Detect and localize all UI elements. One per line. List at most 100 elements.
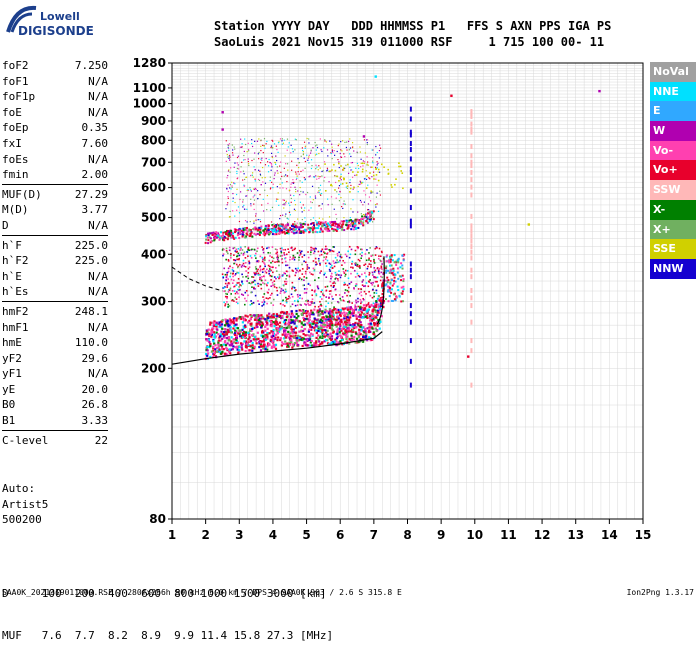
echo-point: [284, 332, 287, 335]
echo-point: [322, 316, 325, 319]
echo-point: [229, 216, 231, 218]
echo-point: [332, 342, 335, 345]
echo-point: [298, 249, 301, 252]
echo-point: [228, 319, 231, 323]
echo-point: [333, 150, 335, 152]
vertical-echo-mark: [409, 129, 412, 135]
echo-point: [281, 316, 284, 319]
echo-point: [304, 344, 307, 347]
echo-point: [254, 288, 256, 290]
echo-point: [222, 348, 225, 351]
echo-point: [340, 299, 342, 302]
echo-point: [380, 299, 383, 302]
echo-point: [251, 341, 254, 345]
echo-point: [290, 186, 292, 188]
echo-point: [381, 283, 384, 286]
echo-point: [240, 284, 242, 287]
echo-point: [222, 253, 225, 255]
echo-point: [378, 327, 381, 330]
echo-point: [226, 238, 229, 241]
echo-point: [248, 336, 251, 339]
echo-point: [291, 346, 294, 349]
echo-point: [365, 220, 368, 223]
echo-point: [309, 303, 312, 306]
echo-point: [234, 231, 237, 234]
echo-point: [320, 303, 322, 306]
echo-point: [230, 348, 233, 351]
echo-point: [241, 282, 244, 285]
echo-point: [357, 340, 360, 343]
echo-point: [317, 227, 320, 230]
echo-point: [219, 339, 222, 342]
echo-point: [262, 233, 265, 236]
echo-point: [220, 235, 223, 238]
echo-point: [308, 231, 311, 234]
echo-point: [285, 188, 288, 190]
param-value: 22: [94, 433, 108, 447]
echo-point: [226, 348, 229, 352]
echo-point: [329, 249, 332, 251]
echo-point: [400, 286, 403, 289]
echo-point: [284, 283, 287, 285]
echo-point: [294, 334, 297, 337]
echo-point: [303, 260, 305, 263]
echo-point: [324, 323, 327, 327]
echo-point: [277, 172, 279, 174]
echo-point: [308, 312, 311, 316]
echo-point: [314, 329, 318, 332]
x-tick-label: 4: [269, 528, 277, 542]
echo-point: [222, 247, 224, 250]
echo-point: [213, 320, 216, 323]
echo-point: [356, 263, 359, 266]
echo-point: [348, 321, 351, 325]
echo-point: [330, 152, 333, 155]
echo-point: [270, 302, 272, 304]
echo-point: [225, 140, 227, 142]
x-tick-label: 12: [534, 528, 551, 542]
echo-point: [356, 162, 359, 165]
echo-point: [399, 266, 402, 269]
echo-point: [339, 319, 343, 322]
echo-point: [401, 292, 404, 295]
echo-point: [238, 345, 241, 349]
echo-point: [213, 236, 216, 239]
echo-point: [373, 333, 376, 336]
echo-point: [371, 296, 374, 299]
param-value: 27.29: [74, 187, 108, 201]
echo-point: [376, 267, 379, 269]
echo-point: [358, 222, 361, 225]
echo-point: [271, 292, 273, 295]
vertical-echo-mark: [470, 228, 473, 234]
echo-point: [277, 198, 279, 200]
echo-point: [346, 255, 348, 258]
param-name: B1: [2, 414, 16, 428]
echo-point: [212, 338, 215, 342]
echo-point: [336, 254, 339, 257]
echo-point: [229, 159, 231, 161]
vertical-echo-mark: [409, 166, 412, 172]
echo-point: [265, 143, 267, 145]
vertical-echo-mark: [409, 261, 412, 267]
echo-point: [281, 182, 283, 184]
echo-point: [280, 250, 282, 253]
param-name: foE: [2, 105, 22, 119]
echo-point: [278, 204, 280, 206]
echo-point: [256, 270, 259, 273]
echo-point: [376, 247, 378, 249]
echo-point: [392, 271, 395, 274]
echo-point: [257, 153, 259, 155]
echo-point: [206, 354, 209, 357]
echo-point: [292, 151, 294, 153]
echo-point: [229, 327, 232, 331]
echo-point: [210, 350, 214, 353]
legend-item: NNW: [650, 258, 696, 279]
echo-point: [341, 327, 344, 331]
echo-point: [278, 141, 280, 143]
echo-point: [372, 171, 375, 173]
echo-point: [262, 251, 265, 254]
echo-point: [242, 179, 244, 181]
echo-point: [346, 220, 349, 223]
echo-point: [206, 352, 210, 355]
echo-point: [335, 230, 338, 233]
echo-point: [226, 251, 228, 253]
